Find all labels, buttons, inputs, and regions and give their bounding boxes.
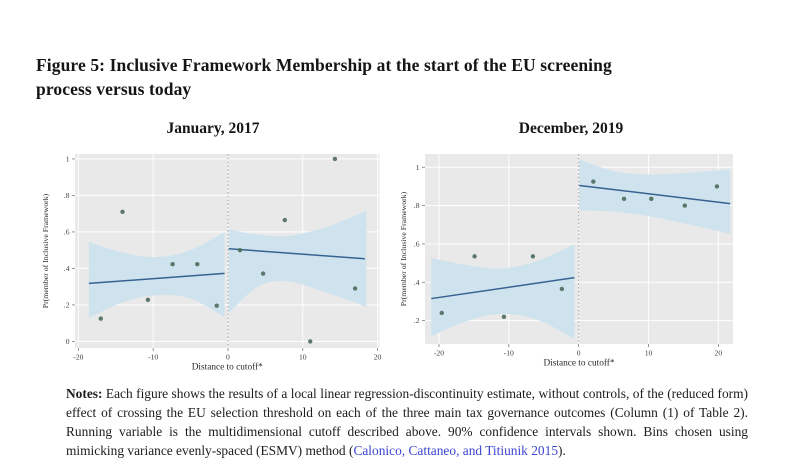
y-tick-label: 1 xyxy=(66,155,70,164)
scatter-point xyxy=(352,286,358,291)
scatter-point xyxy=(559,286,565,292)
figure-notes: Notes: Each figure shows the results of … xyxy=(66,384,748,461)
x-tick-label: -20 xyxy=(434,349,444,358)
scatter-point xyxy=(472,254,477,259)
scatter-point xyxy=(170,262,175,267)
scatter-point xyxy=(332,156,338,162)
confidence-band xyxy=(228,210,367,314)
scatter-point xyxy=(682,203,688,208)
figure-title: Figure 5: Inclusive Framework Membership… xyxy=(36,53,761,101)
scatter-point xyxy=(649,196,654,202)
y-tick-label: 0 xyxy=(66,337,70,346)
scatter-point xyxy=(591,179,596,184)
y-axis-label: Pr(member of Inclusive Framework) xyxy=(41,193,50,308)
notes-label: Notes: xyxy=(66,386,103,401)
fit-line xyxy=(228,247,365,260)
fit-line xyxy=(431,276,575,300)
y-tick-label: 1 xyxy=(416,163,420,172)
figure-title-line1: Figure 5: Inclusive Framework Membership… xyxy=(36,55,612,75)
rd-plot-december-2019: -20 -10 0 10 20 .2 .4 .6 .8 1 Distance to cutoff* P… xyxy=(399,154,733,369)
y-tick-label: .6 xyxy=(64,228,70,237)
chart-january-2017: January, 2017 -20 -10 0 10 20 0 .2 .4 .6 .8 1 Dista… xyxy=(38,120,388,374)
confidence-band xyxy=(579,159,731,234)
x-tick-label: -10 xyxy=(504,349,514,358)
scatter-point xyxy=(308,339,313,344)
chart-december-2019: December, 2019 -20 -10 0 10 20 .2 .4 .6 .8 1 Dista… xyxy=(396,120,746,374)
figure-title-line2: process versus today xyxy=(36,79,192,100)
y-tick-label: .6 xyxy=(414,240,420,249)
x-tick-label: 0 xyxy=(226,353,230,362)
scatter-point xyxy=(145,297,151,303)
fit-line xyxy=(88,272,225,285)
citation-link[interactable]: Calonico, Cattaneo, and Titiunik 2015 xyxy=(353,443,559,459)
scatter-point xyxy=(621,196,627,202)
scatter-point xyxy=(237,247,243,253)
scatter-point xyxy=(195,262,200,267)
scatter-point xyxy=(120,209,125,215)
y-tick-label: .2 xyxy=(414,316,420,325)
x-tick-label: 0 xyxy=(577,349,581,358)
x-tick-label: 20 xyxy=(715,349,723,358)
scatter-point xyxy=(260,271,266,276)
x-tick-label: 20 xyxy=(374,353,382,362)
rd-plot-january-2017: -20 -10 0 10 20 0 .2 .4 .6 .8 1 Distance to cutoff*… xyxy=(41,154,382,373)
chart-title-right: December, 2019 xyxy=(518,120,624,137)
scatter-point xyxy=(530,254,536,259)
scatter-point xyxy=(98,316,104,321)
x-tick-label: -10 xyxy=(148,353,158,362)
fit-line xyxy=(579,184,731,205)
scatter-point xyxy=(282,217,288,223)
notes-body: Each figure shows the results of a local… xyxy=(66,386,748,459)
scatter-point xyxy=(439,310,444,316)
x-tick-label: 10 xyxy=(645,349,653,358)
x-axis-label: Distance to cutoff* xyxy=(192,362,263,373)
confidence-band xyxy=(88,231,225,319)
x-axis-label: Distance to cutoff* xyxy=(543,358,614,369)
y-tick-label: .4 xyxy=(64,264,70,273)
chart-title-left: January, 2017 xyxy=(166,120,260,137)
scatter-point xyxy=(214,303,219,308)
notes-suffix: ). xyxy=(558,443,566,459)
confidence-band xyxy=(431,244,575,339)
y-tick-label: .8 xyxy=(64,191,70,200)
y-tick-label: .8 xyxy=(414,201,420,210)
x-tick-label: -20 xyxy=(73,353,83,362)
x-tick-label: 10 xyxy=(299,353,307,362)
y-axis-label: Pr(member of Inclusive Framework) xyxy=(399,191,408,306)
y-tick-label: .2 xyxy=(64,301,70,310)
scatter-point xyxy=(501,314,507,319)
y-tick-label: .4 xyxy=(414,278,420,287)
scatter-point xyxy=(714,184,720,189)
